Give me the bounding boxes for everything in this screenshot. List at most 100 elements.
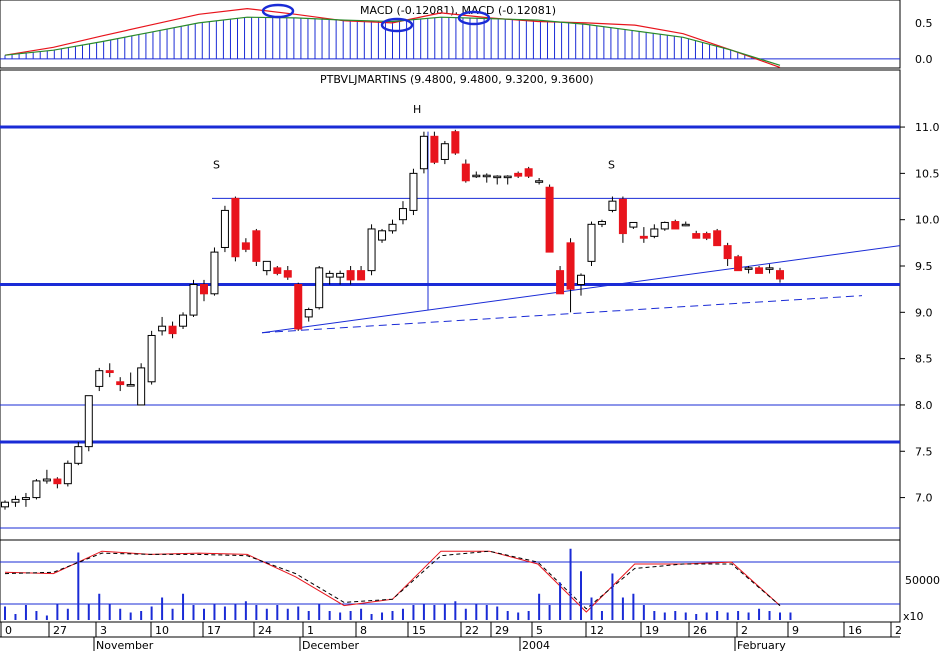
candle-body-0 <box>1 501 9 508</box>
day-tick-label-14: 26 <box>693 624 707 637</box>
day-tick-label-12: 12 <box>590 624 604 637</box>
candle-body-61 <box>639 235 648 239</box>
price-ytick-4: 9.0 <box>915 306 933 319</box>
price-ytick-3: 8.5 <box>915 353 933 366</box>
price-ytick-8: 11.0 <box>915 121 940 134</box>
price-ytick-7: 10.5 <box>915 167 940 180</box>
macd-y-axis: 0.0 0.5 <box>0 17 933 66</box>
candle-body-6 <box>63 462 72 485</box>
candle-body-73 <box>765 267 774 270</box>
candle-body-72 <box>755 267 764 274</box>
candle-body-42 <box>440 143 449 160</box>
candle-body-23 <box>241 242 250 250</box>
candle-body-41 <box>430 135 439 163</box>
candle-body-18 <box>189 284 198 316</box>
candle-body-64 <box>671 221 680 230</box>
candle-body-65 <box>681 223 690 227</box>
day-tick-label-15: 2 <box>741 624 748 637</box>
price-ytick-5: 9.5 <box>915 260 933 273</box>
candle-body-7 <box>74 446 83 464</box>
day-tick-label-18: 2 <box>895 624 902 637</box>
day-tick-label-7: 8 <box>360 624 367 637</box>
price-ytick-6: 10.0 <box>915 214 940 227</box>
candle-body-44 <box>461 163 470 182</box>
month-label-1: December <box>302 639 360 651</box>
candle-body-12 <box>126 384 135 387</box>
macd-series-line-1 <box>4 16 781 66</box>
candle-body-5 <box>53 478 62 485</box>
volume-bars <box>4 548 792 620</box>
candle-body-9 <box>95 370 104 387</box>
candle-body-54 <box>566 242 575 290</box>
candle-body-62 <box>650 228 659 237</box>
candle-body-28 <box>294 284 303 330</box>
price-panel: PTBVLJMARTINS (9.4800, 9.4800, 9.3200, 9… <box>0 69 940 541</box>
candle-body-37 <box>388 223 397 232</box>
macd-title: MACD (-0.12081), MACD (-0.12081) <box>360 4 556 17</box>
candle-body-14 <box>147 334 156 383</box>
horizontal-levels <box>0 125 900 529</box>
day-tick-label-10: 29 <box>495 624 509 637</box>
candle-body-56 <box>587 223 596 262</box>
candle-body-35 <box>367 228 376 272</box>
macd-panel: MACD (-0.12081), MACD (-0.12081) 0.0 0.5 <box>0 0 933 69</box>
candle-body-50 <box>524 168 533 177</box>
candle-body-36 <box>378 230 387 241</box>
candle-body-40 <box>419 135 428 170</box>
price-ytick-1: 7.5 <box>915 445 933 458</box>
candle-body-25 <box>262 260 271 272</box>
day-tick-label-11: 5 <box>536 624 543 637</box>
candle-body-52 <box>545 186 554 253</box>
stoch-series-line-1 <box>4 550 781 610</box>
month-label-3: February <box>737 639 786 651</box>
candle-body-49 <box>514 172 523 177</box>
candle-body-46 <box>482 174 491 178</box>
candle-body-63 <box>660 221 669 230</box>
candle-body-13 <box>137 367 146 406</box>
candle-body-1 <box>11 498 20 503</box>
candle-body-38 <box>398 208 407 221</box>
day-tick-label-4: 17 <box>207 624 221 637</box>
macd-annotations <box>261 3 491 33</box>
pattern-label-0: S <box>213 159 220 172</box>
price-ytick-2: 8.0 <box>915 399 933 412</box>
candle-body-60 <box>629 221 638 228</box>
candle-body-53 <box>556 270 565 295</box>
day-tick-label-13: 19 <box>645 624 659 637</box>
macd-histogram <box>4 17 760 59</box>
candle-body-17 <box>179 314 188 327</box>
candle-body-2 <box>21 497 30 500</box>
candle-body-55 <box>577 274 586 286</box>
x-axis: 0 27 3 10 17 24 1 8 15 22 29 5 12 19 26 2 9 16 2 November D… <box>0 622 902 651</box>
indicator-panel: 50000 x10 <box>0 539 940 623</box>
day-tick-label-8: 15 <box>412 624 426 637</box>
candle-body-26 <box>273 267 282 274</box>
candle-body-71 <box>744 267 753 270</box>
candle-body-15 <box>158 325 167 332</box>
candle-body-19 <box>199 284 208 295</box>
candle-body-27 <box>283 270 292 278</box>
candle-body-59 <box>618 198 627 235</box>
volume-unit: x10 <box>903 610 924 623</box>
dashed-trend <box>261 295 863 334</box>
price-y-axis: 7.0 7.5 8.0 8.5 9.0 9.5 10.0 10.5 11.0 <box>900 121 940 505</box>
x-day-ticks: 0 27 3 10 17 24 1 8 15 22 29 5 12 19 26 2 9 16 2 <box>0 622 902 638</box>
pattern-label-1: H <box>413 103 421 116</box>
candle-body-24 <box>252 230 261 262</box>
candle-body-20 <box>210 251 219 295</box>
candle-body-48 <box>503 175 512 179</box>
candle-body-58 <box>608 200 617 211</box>
price-ytick-0: 7.0 <box>915 492 933 505</box>
candle-body-22 <box>231 197 240 258</box>
day-tick-label-5: 24 <box>258 624 272 637</box>
macd-ytick-1: 0.5 <box>915 17 933 30</box>
pattern-label-2: S <box>608 159 615 172</box>
day-tick-label-17: 16 <box>848 624 862 637</box>
day-tick-label-1: 27 <box>53 624 67 637</box>
volume-ytick: 50000 <box>905 574 940 587</box>
candlesticks <box>1 129 784 510</box>
candle-body-43 <box>451 131 460 154</box>
macd-ytick-0: 0.0 <box>915 53 933 66</box>
candle-body-57 <box>597 221 606 225</box>
stochastic-lines <box>0 550 900 613</box>
